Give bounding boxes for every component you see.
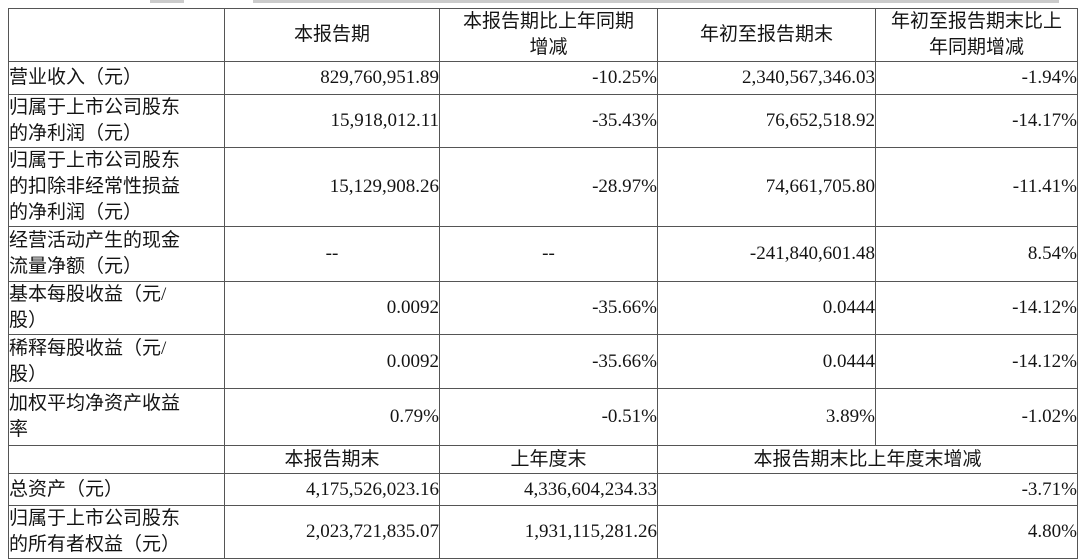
- ytd-value: -241,840,601.48: [657, 226, 876, 282]
- ytd-yoy-value: -14.17%: [875, 94, 1078, 148]
- metric-label: 归属于上市公司股东 的扣除非经常性损益 的净利润（元）: [8, 147, 225, 227]
- change-value: -3.71%: [657, 473, 1078, 506]
- change-value: 4.80%: [657, 505, 1078, 559]
- table-row-owners-equity: 归属于上市公司股东 的所有者权益（元） 2,023,721,835.07 1,9…: [8, 505, 1078, 559]
- table-row-net-profit-excl-nonrecurring: 归属于上市公司股东 的扣除非经常性损益 的净利润（元） 15,129,908.2…: [8, 147, 1078, 227]
- ytd-value: 2,340,567,346.03: [657, 61, 876, 95]
- period-end-value: 4,175,526,023.16: [224, 473, 440, 506]
- current-period-value: 829,760,951.89: [224, 61, 440, 95]
- ytd-value: 0.0444: [657, 334, 876, 389]
- current-period-yoy-value: -0.51%: [439, 388, 658, 446]
- metric-label: 基本每股收益（元/ 股）: [8, 281, 225, 335]
- current-period-value: --: [224, 226, 440, 282]
- financial-summary-table: 本报告期 本报告期比上年同期 增减 年初至报告期末 年初至报告期末比上 年同期增…: [8, 8, 1078, 559]
- metric-label: 营业收入（元）: [8, 61, 225, 95]
- col-header-current-period: 本报告期: [224, 8, 440, 62]
- table-row-total-assets: 总资产（元） 4,175,526,023.16 4,336,604,234.33…: [8, 473, 1078, 506]
- table-row-operating-cash-flow: 经营活动产生的现金 流量净额（元） -- -- -241,840,601.48 …: [8, 226, 1078, 282]
- table-row-operating-revenue: 营业收入（元） 829,760,951.89 -10.25% 2,340,567…: [8, 61, 1078, 95]
- current-period-yoy-value: -10.25%: [439, 61, 658, 95]
- prev-year-end-value: 4,336,604,234.33: [439, 473, 658, 506]
- current-period-value: 0.79%: [224, 388, 440, 446]
- col-header-period-end-change: 本报告期末比上年度末增减: [657, 445, 1078, 474]
- ytd-yoy-value: -14.12%: [875, 334, 1078, 389]
- metric-label: 加权平均净资产收益 率: [8, 388, 225, 446]
- corner-cell: [8, 445, 225, 474]
- current-period-yoy-value: -35.66%: [439, 281, 658, 335]
- metric-label: 总资产（元）: [8, 473, 225, 506]
- table-row-weighted-avg-roe: 加权平均净资产收益 率 0.79% -0.51% 3.89% -1.02%: [8, 388, 1078, 446]
- current-period-yoy-value: -35.43%: [439, 94, 658, 148]
- table-row-basic-eps: 基本每股收益（元/ 股） 0.0092 -35.66% 0.0444 -14.1…: [8, 281, 1078, 335]
- ytd-yoy-value: -1.02%: [875, 388, 1078, 446]
- current-period-value: 15,918,012.11: [224, 94, 440, 148]
- metric-label: 归属于上市公司股东 的所有者权益（元）: [8, 505, 225, 559]
- col-header-current-period-yoy: 本报告期比上年同期 增减: [439, 8, 658, 62]
- cropped-content-remnant: [253, 0, 1059, 3]
- metric-label: 归属于上市公司股东 的净利润（元）: [8, 94, 225, 148]
- ytd-value: 3.89%: [657, 388, 876, 446]
- corner-cell: [8, 8, 225, 62]
- cropped-content-remnant: [150, 0, 184, 3]
- metric-label: 稀释每股收益（元/ 股）: [8, 334, 225, 389]
- col-header-ytd-yoy: 年初至报告期末比上 年同期增减: [875, 8, 1078, 62]
- col-header-ytd: 年初至报告期末: [657, 8, 876, 62]
- ytd-yoy-value: -11.41%: [875, 147, 1078, 227]
- ytd-value: 74,661,705.80: [657, 147, 876, 227]
- current-period-value: 0.0092: [224, 334, 440, 389]
- table-row-diluted-eps: 稀释每股收益（元/ 股） 0.0092 -35.66% 0.0444 -14.1…: [8, 334, 1078, 389]
- current-period-yoy-value: -28.97%: [439, 147, 658, 227]
- ytd-yoy-value: -1.94%: [875, 61, 1078, 95]
- ytd-value: 76,652,518.92: [657, 94, 876, 148]
- ytd-yoy-value: 8.54%: [875, 226, 1078, 282]
- metric-label: 经营活动产生的现金 流量净额（元）: [8, 226, 225, 282]
- col-header-prev-year-end: 上年度末: [439, 445, 658, 474]
- ytd-yoy-value: -14.12%: [875, 281, 1078, 335]
- table-row-net-profit: 归属于上市公司股东 的净利润（元） 15,918,012.11 -35.43% …: [8, 94, 1078, 148]
- current-period-value: 0.0092: [224, 281, 440, 335]
- current-period-yoy-value: -35.66%: [439, 334, 658, 389]
- col-header-period-end: 本报告期末: [224, 445, 440, 474]
- prev-year-end-value: 1,931,115,281.26: [439, 505, 658, 559]
- primary-header-row: 本报告期 本报告期比上年同期 增减 年初至报告期末 年初至报告期末比上 年同期增…: [8, 8, 1078, 62]
- secondary-header-row: 本报告期末 上年度末 本报告期末比上年度末增减: [8, 445, 1078, 474]
- ytd-value: 0.0444: [657, 281, 876, 335]
- period-end-value: 2,023,721,835.07: [224, 505, 440, 559]
- current-period-value: 15,129,908.26: [224, 147, 440, 227]
- current-period-yoy-value: --: [439, 226, 658, 282]
